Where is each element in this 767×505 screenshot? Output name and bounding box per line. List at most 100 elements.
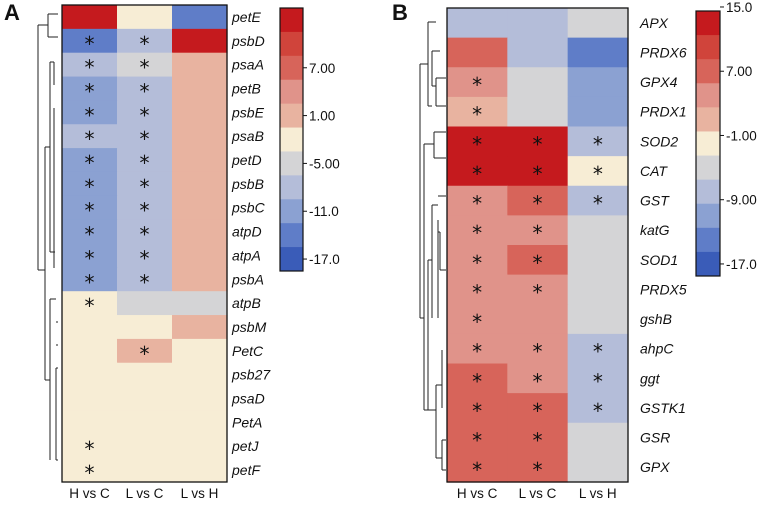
row-label-a-psb27: psb27 xyxy=(231,367,271,383)
significance-star-a-psba-h-vs-c: * xyxy=(85,270,95,294)
significance-star-b-gpx-h-vs-c: * xyxy=(472,458,482,482)
heatmap-frame-b xyxy=(446,7,629,483)
heatmap-cell-a-petc-h-vs-c xyxy=(62,338,118,364)
significance-star-a-atpb-h-vs-c: * xyxy=(85,294,95,318)
legend-tick-label-a-0: 7.00 xyxy=(309,61,335,76)
significance-star-b-gstk1-l-vs-h: * xyxy=(593,399,603,423)
significance-star-b-gsr-h-vs-c: * xyxy=(472,429,482,453)
panel-label-a: A xyxy=(4,0,20,25)
heatmap-cell-b-sod1-l-vs-c xyxy=(507,245,569,276)
row-label-a-psba: psbA xyxy=(231,271,264,287)
significance-star-b-gshb-h-vs-c: * xyxy=(472,310,482,334)
heatmap-cell-a-psab-l-vs-c xyxy=(117,124,173,149)
legend-swatch-a-8 xyxy=(280,199,303,224)
heatmap-cell-a-psba-l-vs-c xyxy=(117,267,173,292)
heatmap-cell-b-cat-l-vs-h xyxy=(567,156,629,187)
legend-swatch-b-5 xyxy=(696,131,720,157)
color-legend-a: 7.00 1.00 -5.00 -11.0 -17.0 xyxy=(279,7,340,272)
heatmap-cell-b-sod2-h-vs-c xyxy=(447,126,508,157)
row-label-b-prdx6: PRDX6 xyxy=(640,44,687,60)
legend-swatch-a-4 xyxy=(280,103,303,129)
heatmap-cell-b-prdx1-l-vs-c xyxy=(507,96,569,128)
significance-star-b-ggt-l-vs-c: * xyxy=(533,369,543,393)
legend-swatch-a-9 xyxy=(280,223,303,248)
heatmap-panel-b: B * * * * * * * * * * * * * * * * * * * * * * * * * * * * * * * APX PRD… xyxy=(392,0,757,501)
heatmap-cell-a-psbc-l-vs-h xyxy=(172,195,228,221)
significance-star-a-psba-l-vs-c: * xyxy=(140,270,150,294)
legend-swatch-a-1 xyxy=(280,31,303,57)
row-label-b-sod2: SOD2 xyxy=(640,133,678,149)
heatmap-cell-b-gshb-l-vs-h xyxy=(567,304,629,335)
heatmap-cell-a-atpd-l-vs-h xyxy=(172,219,228,245)
heatmap-cell-b-katg-h-vs-c xyxy=(447,215,508,246)
row-label-b-sod1: SOD1 xyxy=(640,252,678,268)
heatmap-cell-a-petf-l-vs-c xyxy=(117,458,173,483)
heatmap-cell-b-gsr-h-vs-c xyxy=(447,422,508,453)
significance-star-b-gstk1-h-vs-c: * xyxy=(472,399,482,423)
heatmap-cell-a-petc-l-vs-c xyxy=(117,338,173,364)
heatmap-cell-a-pete-l-vs-c xyxy=(117,5,173,30)
significance-star-b-gst-l-vs-c: * xyxy=(533,192,543,216)
significance-star-a-atpa-l-vs-c: * xyxy=(140,246,150,270)
significance-star-b-katg-l-vs-c: * xyxy=(533,221,543,245)
heatmap-cell-b-sod1-l-vs-h xyxy=(567,245,629,276)
heatmap-cell-b-ggt-l-vs-h xyxy=(567,363,629,394)
heatmap-cell-a-psaa-l-vs-h xyxy=(172,52,228,78)
heatmap-cell-a-petb-l-vs-c xyxy=(117,76,173,101)
heatmap-cell-b-gshb-l-vs-c xyxy=(507,304,569,335)
significance-star-b-ahpc-l-vs-c: * xyxy=(533,340,543,364)
significance-star-b-gst-l-vs-h: * xyxy=(593,192,603,216)
row-label-b-gpx4: GPX4 xyxy=(640,74,678,90)
significance-star-a-psbe-h-vs-c: * xyxy=(85,103,95,127)
significance-star-b-sod2-l-vs-c: * xyxy=(533,132,543,156)
row-label-b-ggt: ggt xyxy=(640,370,661,386)
heatmap-cell-a-atpb-l-vs-h xyxy=(172,291,228,316)
heatmap-cell-a-petd-h-vs-c xyxy=(62,148,118,173)
column-label-b-h-vs-c: H vs C xyxy=(457,486,498,501)
row-label-a-petj: petJ xyxy=(231,438,259,454)
heatmap-cell-a-psad-l-vs-h xyxy=(172,386,228,412)
heatmap-cell-b-katg-l-vs-c xyxy=(507,215,569,246)
row-label-a-psbe: psbE xyxy=(231,104,265,120)
significance-star-a-petj-h-vs-c: * xyxy=(85,437,95,461)
legend-swatch-b-8 xyxy=(696,203,720,229)
legend-swatch-b-2 xyxy=(696,59,720,84)
heatmap-cell-b-gstk1-h-vs-c xyxy=(447,393,508,424)
legend-frame-b xyxy=(695,10,721,277)
heatmap-cell-b-prdx5-l-vs-c xyxy=(507,274,569,305)
heatmap-cell-a-psbm-l-vs-c xyxy=(117,315,173,340)
significance-star-b-sod2-l-vs-h: * xyxy=(593,132,603,156)
row-label-a-petf: petF xyxy=(231,462,261,478)
row-label-a-petd: petD xyxy=(231,152,262,168)
heatmap-cell-a-psaa-l-vs-c xyxy=(117,52,173,78)
row-dendrogram-a xyxy=(37,13,58,461)
significance-star-b-gpx-l-vs-c: * xyxy=(533,458,543,482)
significance-star-a-petd-h-vs-c: * xyxy=(85,151,95,175)
legend-swatch-a-10 xyxy=(280,247,303,272)
significance-star-a-petb-h-vs-c: * xyxy=(85,79,95,103)
heatmap-cell-a-psba-h-vs-c xyxy=(62,267,118,292)
row-label-a-petc: PetC xyxy=(232,343,264,359)
row-label-a-psad: psaD xyxy=(231,391,265,407)
heatmap-cell-b-gsr-l-vs-c xyxy=(507,422,569,453)
row-label-a-psab: psaB xyxy=(231,128,264,144)
significance-star-b-gst-h-vs-c: * xyxy=(472,192,482,216)
significance-star-a-petd-l-vs-c: * xyxy=(140,151,150,175)
significance-star-b-ahpc-l-vs-h: * xyxy=(593,340,603,364)
significance-star-a-psab-h-vs-c: * xyxy=(85,127,95,151)
heatmap-cell-b-apx-l-vs-h xyxy=(567,8,629,39)
heatmap-cell-a-psbe-l-vs-c xyxy=(117,100,173,125)
legend-swatch-a-3 xyxy=(280,79,303,105)
significance-star-a-petc-l-vs-c: * xyxy=(140,342,150,366)
row-label-a-psaa: psaA xyxy=(231,57,264,73)
significance-star-a-psbc-l-vs-c: * xyxy=(140,199,150,223)
heatmap-cell-a-psbd-h-vs-c xyxy=(62,28,118,54)
heatmap-cell-b-gpx-l-vs-c xyxy=(507,452,569,483)
heatmap-cell-a-pete-l-vs-h xyxy=(172,5,228,30)
significance-star-a-psbd-h-vs-c: * xyxy=(85,32,95,56)
legend-tick-label-a-2: -5.00 xyxy=(309,156,340,171)
heatmap-cell-b-apx-l-vs-c xyxy=(507,8,569,39)
row-label-a-psbm: psbM xyxy=(231,319,267,335)
significance-star-b-cat-h-vs-c: * xyxy=(472,162,482,186)
heatmap-cell-a-psbm-h-vs-c xyxy=(62,315,118,340)
